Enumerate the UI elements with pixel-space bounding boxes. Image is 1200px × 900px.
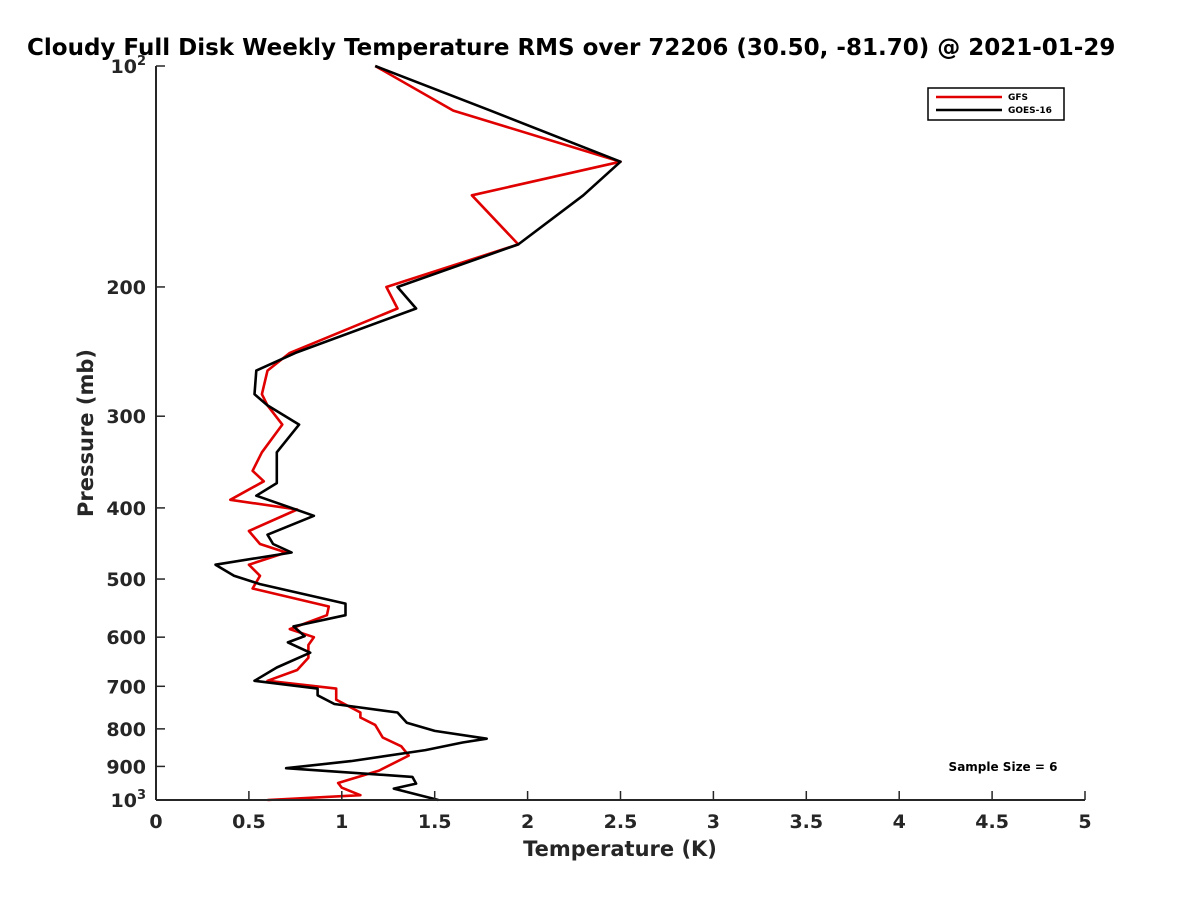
y-tick-label: 700 [106, 676, 146, 698]
y-tick-label: 200 [106, 277, 146, 299]
axes-layer: 0 0.5 1 1.5 2 2.5 3 3.5 4 4.5 5 102 200 300 400 500 600 7… [106, 54, 1091, 833]
x-tick-label: 0.5 [232, 811, 266, 833]
legend: GFS GOES-16 [927, 87, 1065, 121]
y-tick-label: 500 [106, 569, 146, 591]
y-tick-label: 900 [106, 756, 146, 778]
x-tick-label: 1.5 [418, 811, 452, 833]
legend-label-gfs: GFS [1008, 93, 1028, 103]
y-tick-label: 102 [111, 54, 147, 78]
y-tick-label: 300 [106, 406, 146, 428]
legend-box [927, 87, 1065, 121]
x-tick-label: 4.5 [975, 811, 1009, 833]
x-tick-label: 5 [1078, 811, 1091, 833]
series-layer [214, 64, 622, 802]
legend-label-goes16: GOES-16 [1008, 106, 1052, 116]
y-axis-label: Pressure (mb) [74, 349, 98, 517]
y-tick-label: 400 [106, 498, 146, 520]
x-tick-label: 0 [149, 811, 162, 833]
y-tick-label: 800 [106, 719, 146, 741]
x-tick-label: 2 [521, 811, 534, 833]
x-tick-label: 3.5 [789, 811, 823, 833]
chart-title: Cloudy Full Disk Weekly Temperature RMS … [27, 35, 1115, 61]
x-tick-label: 3 [707, 811, 720, 833]
x-tick-label: 4 [893, 811, 906, 833]
x-axis-label: Temperature (K) [523, 837, 717, 861]
plot-area: 0 0.5 1 1.5 2 2.5 3 3.5 4 4.5 5 102 200 300 400 500 600 7… [106, 54, 1091, 833]
y-tick-label: 600 [106, 627, 146, 649]
series-line-goes16 [214, 64, 622, 802]
y-tick-label: 103 [111, 788, 147, 812]
sample-size-annotation: Sample Size = 6 [949, 760, 1058, 774]
x-tick-label: 1 [335, 811, 348, 833]
x-tick-label: 2.5 [604, 811, 638, 833]
